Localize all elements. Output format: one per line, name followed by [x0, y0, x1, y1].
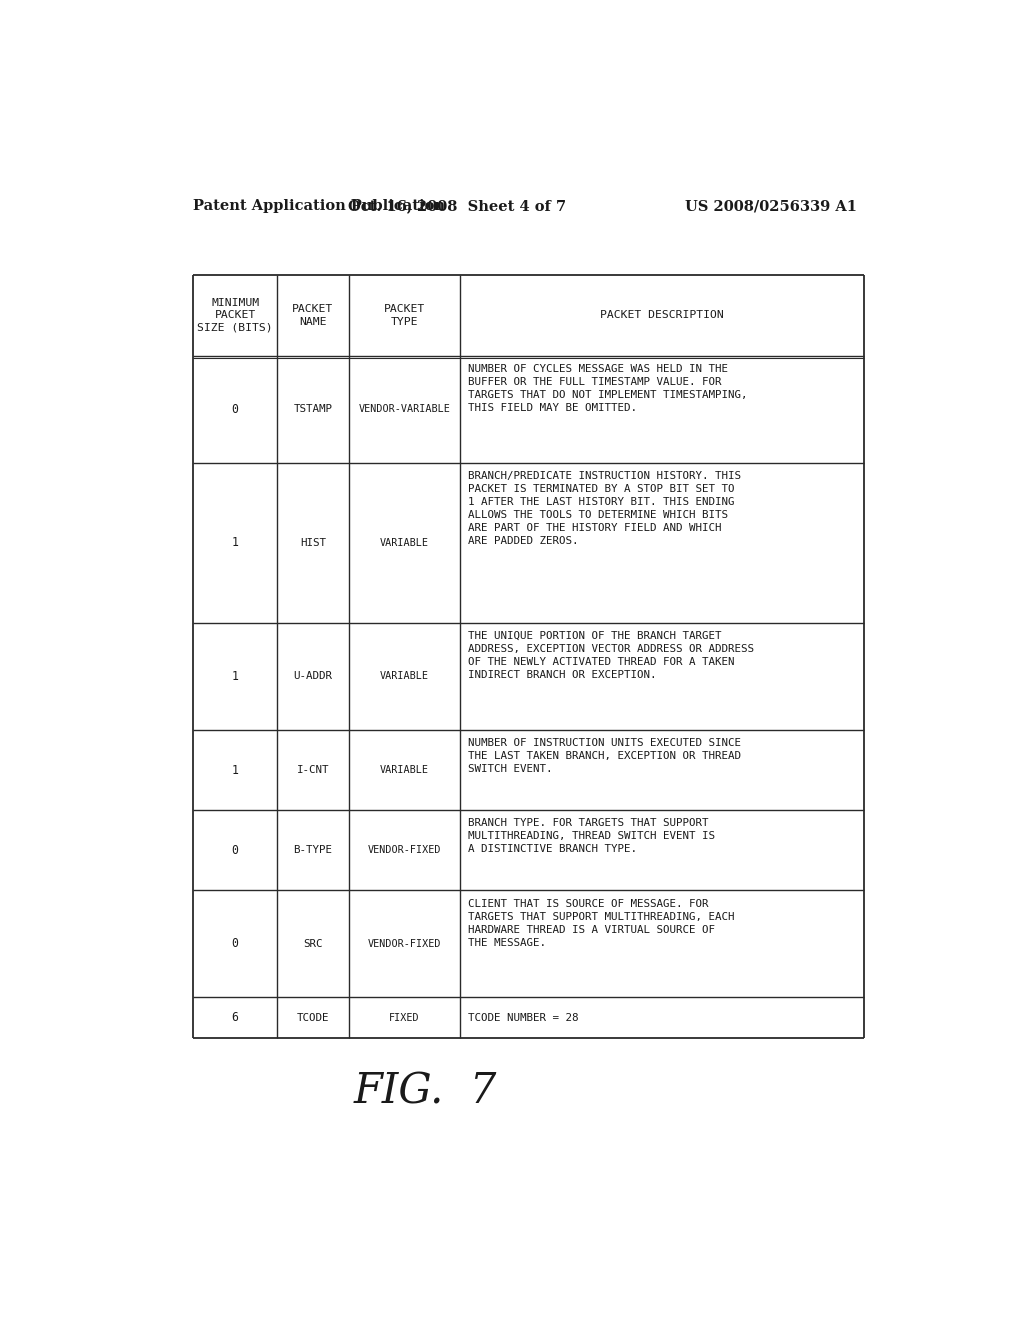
Text: TCODE: TCODE: [297, 1012, 329, 1023]
Text: B-TYPE: B-TYPE: [294, 845, 333, 855]
Text: TSTAMP: TSTAMP: [294, 404, 333, 414]
Text: 1: 1: [231, 671, 239, 682]
Text: BRANCH/PREDICATE INSTRUCTION HISTORY. THIS
PACKET IS TERMINATED BY A STOP BIT SE: BRANCH/PREDICATE INSTRUCTION HISTORY. TH…: [468, 471, 740, 546]
Text: SRC: SRC: [303, 939, 323, 949]
Text: HIST: HIST: [300, 537, 326, 548]
Text: BRANCH TYPE. FOR TARGETS THAT SUPPORT
MULTITHREADING, THREAD SWITCH EVENT IS
A D: BRANCH TYPE. FOR TARGETS THAT SUPPORT MU…: [468, 818, 715, 854]
Text: PACKET
NAME: PACKET NAME: [292, 304, 334, 326]
Text: 0: 0: [231, 937, 239, 950]
Text: MINIMUM
PACKET
SIZE (BITS): MINIMUM PACKET SIZE (BITS): [198, 298, 273, 333]
Text: VENDOR-VARIABLE: VENDOR-VARIABLE: [358, 404, 451, 414]
Text: NUMBER OF INSTRUCTION UNITS EXECUTED SINCE
THE LAST TAKEN BRANCH, EXCEPTION OR T: NUMBER OF INSTRUCTION UNITS EXECUTED SIN…: [468, 738, 740, 775]
Text: 1: 1: [231, 763, 239, 776]
Text: VARIABLE: VARIABLE: [380, 766, 429, 775]
Text: VARIABLE: VARIABLE: [380, 672, 429, 681]
Text: NUMBER OF CYCLES MESSAGE WAS HELD IN THE
BUFFER OR THE FULL TIMESTAMP VALUE. FOR: NUMBER OF CYCLES MESSAGE WAS HELD IN THE…: [468, 363, 748, 413]
Text: VARIABLE: VARIABLE: [380, 537, 429, 548]
Text: 1: 1: [231, 536, 239, 549]
Text: 6: 6: [231, 1011, 239, 1024]
Text: I-CNT: I-CNT: [297, 766, 329, 775]
Text: THE UNIQUE PORTION OF THE BRANCH TARGET
ADDRESS, EXCEPTION VECTOR ADDRESS OR ADD: THE UNIQUE PORTION OF THE BRANCH TARGET …: [468, 631, 754, 680]
Text: FIXED: FIXED: [389, 1012, 420, 1023]
Text: VENDOR-FIXED: VENDOR-FIXED: [368, 939, 441, 949]
Text: Oct. 16, 2008  Sheet 4 of 7: Oct. 16, 2008 Sheet 4 of 7: [348, 199, 566, 213]
Text: PACKET
TYPE: PACKET TYPE: [384, 304, 425, 326]
Text: CLIENT THAT IS SOURCE OF MESSAGE. FOR
TARGETS THAT SUPPORT MULTITHREADING, EACH
: CLIENT THAT IS SOURCE OF MESSAGE. FOR TA…: [468, 899, 734, 948]
Text: 0: 0: [231, 843, 239, 857]
Text: FIG.  7: FIG. 7: [354, 1071, 498, 1113]
Text: Patent Application Publication: Patent Application Publication: [194, 199, 445, 213]
Text: 0: 0: [231, 403, 239, 416]
Text: U-ADDR: U-ADDR: [294, 672, 333, 681]
Text: TCODE NUMBER = 28: TCODE NUMBER = 28: [468, 1012, 579, 1023]
Text: US 2008/0256339 A1: US 2008/0256339 A1: [684, 199, 856, 213]
Text: PACKET DESCRIPTION: PACKET DESCRIPTION: [600, 310, 724, 321]
Text: VENDOR-FIXED: VENDOR-FIXED: [368, 845, 441, 855]
